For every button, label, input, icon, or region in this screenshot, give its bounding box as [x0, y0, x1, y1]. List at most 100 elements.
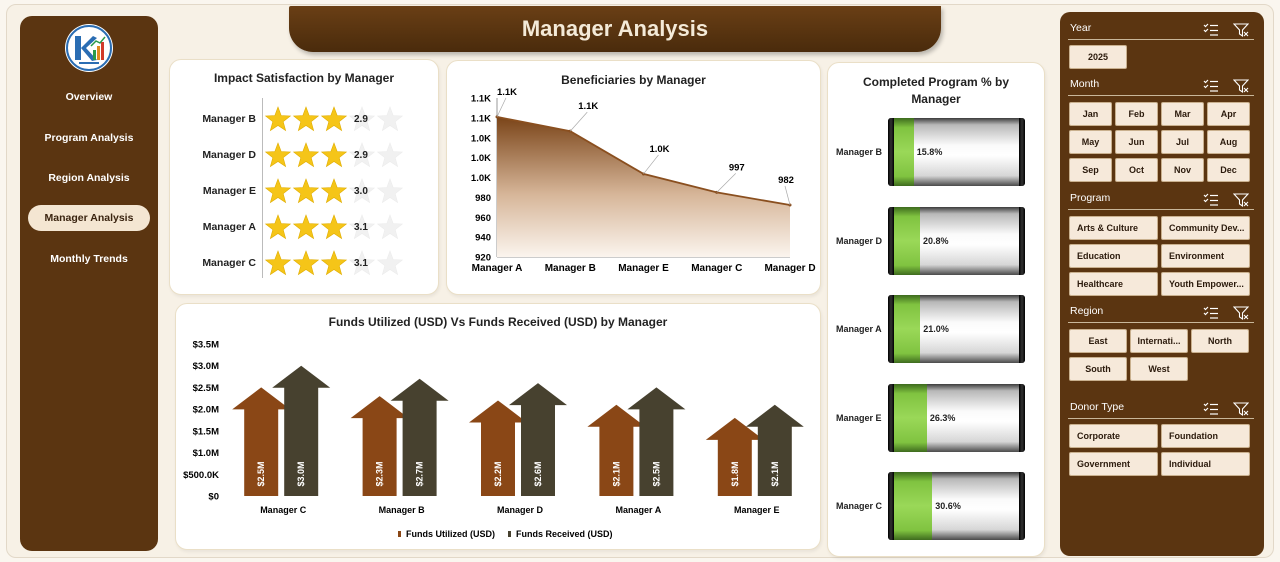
y-tick-label: 1.1K [471, 113, 491, 124]
y-tick-label: $1.5M [193, 426, 219, 437]
multi-select-icon[interactable] [1203, 402, 1219, 416]
satisfaction-manager-label: Manager C [202, 257, 256, 269]
star-filled-icon [264, 214, 292, 240]
filter-month-option[interactable]: Jan [1069, 102, 1112, 126]
progress-fill [894, 383, 927, 452]
filter-month-option[interactable]: Oct [1115, 158, 1158, 182]
funds-utilized-arrow [232, 387, 291, 496]
progress-tube: 20.8% [888, 206, 1025, 275]
filter-month-option[interactable]: Apr [1207, 102, 1250, 126]
filter-donor-option[interactable]: Corporate [1069, 424, 1158, 448]
star-empty-icon [376, 214, 404, 240]
star-empty-icon [376, 178, 404, 204]
data-label: 1.1K [497, 87, 517, 98]
bar-value-label: $2.1M [611, 461, 621, 486]
filter-program-option[interactable]: Environment [1161, 244, 1250, 268]
legend-label[interactable]: Funds Utilized (USD) [406, 529, 495, 539]
filter-month-option[interactable]: Feb [1115, 102, 1158, 126]
y-tick-label: $3.5M [193, 340, 219, 351]
filter-program-option[interactable]: Youth Empower... [1161, 272, 1250, 296]
filter-month-option[interactable]: Dec [1207, 158, 1250, 182]
tube-cap-left [888, 295, 894, 363]
y-tick-label: 960 [475, 213, 491, 224]
completed-manager-label: Manager B [836, 147, 883, 157]
star-filled-icon [320, 178, 348, 204]
star-filled-icon [292, 250, 320, 276]
beneficiaries-card: Beneficiaries by Manager 1.1K 1.1K 1.0K 1.0… [446, 60, 821, 295]
nav-item-manager-analysis[interactable]: Manager Analysis [28, 205, 150, 231]
funds-received-arrow [509, 383, 567, 496]
legend-label[interactable]: Funds Received (USD) [516, 529, 613, 539]
star-rating [264, 214, 404, 240]
bar-value-label: $2.7M [415, 461, 425, 486]
filter-region-option[interactable]: Internati... [1130, 329, 1188, 353]
progress-tube: 21.0% [888, 295, 1025, 363]
x-category-label: Manager C [260, 505, 307, 515]
nav-item-region-analysis[interactable]: Region Analysis [48, 172, 130, 184]
multi-select-icon[interactable] [1203, 79, 1219, 93]
nav-item-monthly-trends[interactable]: Monthly Trends [50, 253, 128, 265]
filter-month-option[interactable]: Jul [1161, 130, 1204, 154]
nav-item-program-analysis[interactable]: Program Analysis [44, 132, 134, 144]
x-category-label: Manager B [545, 263, 596, 274]
y-tick-label: 1.0K [471, 173, 491, 184]
multi-select-icon[interactable] [1203, 306, 1219, 320]
star-rating [264, 178, 404, 204]
star-filled-icon [320, 142, 348, 168]
filter-program-label: Program [1070, 192, 1111, 204]
star-empty-icon [376, 106, 404, 132]
filter-donor-option[interactable]: Foundation [1161, 424, 1250, 448]
area-fill [497, 116, 790, 258]
company-logo [65, 24, 113, 72]
filter-donor-label: Donor Type [1070, 401, 1125, 413]
filter-program-option[interactable]: Education [1069, 244, 1158, 268]
clear-filter-icon[interactable] [1232, 306, 1250, 321]
satisfaction-value: 3.1 [354, 258, 368, 269]
clear-filter-icon[interactable] [1232, 402, 1250, 417]
filter-program-option[interactable]: Healthcare [1069, 272, 1158, 296]
clear-filter-icon[interactable] [1232, 79, 1250, 94]
filter-region-option[interactable]: North [1191, 329, 1249, 353]
progress-fill [894, 472, 933, 540]
filter-month-option[interactable]: Mar [1161, 102, 1204, 126]
leader-line [716, 173, 736, 193]
multi-select-icon[interactable] [1203, 193, 1219, 207]
satisfaction-value: 3.1 [354, 222, 368, 233]
satisfaction-manager-label: Manager E [202, 185, 256, 197]
tube-cap-left [888, 383, 894, 452]
filter-divider [1068, 209, 1254, 210]
x-category-label: Manager B [379, 505, 426, 515]
filter-month-option[interactable]: May [1069, 130, 1112, 154]
satisfaction-card: Impact Satisfaction by Manager Manager B… [169, 59, 439, 295]
filter-month-option[interactable]: Jun [1115, 130, 1158, 154]
satisfaction-value: 2.9 [354, 114, 368, 125]
filter-year-option[interactable]: 2025 [1069, 45, 1127, 69]
sidebar: Overview Program Analysis Region Analysi… [20, 16, 158, 551]
filter-donor-option[interactable]: Government [1069, 452, 1158, 476]
page-title: Manager Analysis [289, 6, 941, 52]
filter-region-option[interactable]: West [1130, 357, 1188, 381]
filter-month-option[interactable]: Nov [1161, 158, 1204, 182]
funds-received-arrow [627, 387, 686, 496]
filter-program-option[interactable]: Arts & Culture [1069, 216, 1158, 240]
filter-month-option[interactable]: Aug [1207, 130, 1250, 154]
filter-month-option[interactable]: Sep [1069, 158, 1112, 182]
progress-tube: 15.8% [888, 118, 1025, 186]
star-rating [264, 106, 404, 132]
clear-filter-icon[interactable] [1232, 23, 1250, 38]
filter-month-label: Month [1070, 78, 1100, 90]
multi-select-icon[interactable] [1203, 23, 1219, 37]
y-tick-label: 940 [475, 233, 491, 244]
y-tick-label: $3.0M [193, 361, 219, 372]
progress-value-label: 15.8% [916, 147, 943, 157]
nav-item-overview[interactable]: Overview [65, 91, 113, 103]
filter-region-option[interactable]: East [1069, 329, 1127, 353]
progress-tube: 30.6% [888, 472, 1025, 540]
clear-filter-icon[interactable] [1232, 193, 1250, 208]
filter-donor-option[interactable]: Individual [1161, 452, 1250, 476]
filter-region-option[interactable]: South [1069, 357, 1127, 381]
funds-utilized-arrow [469, 400, 527, 496]
funds-received-arrow [390, 378, 449, 496]
filter-program-option[interactable]: Community Dev... [1161, 216, 1250, 240]
funds-utilized-arrow [705, 417, 764, 496]
